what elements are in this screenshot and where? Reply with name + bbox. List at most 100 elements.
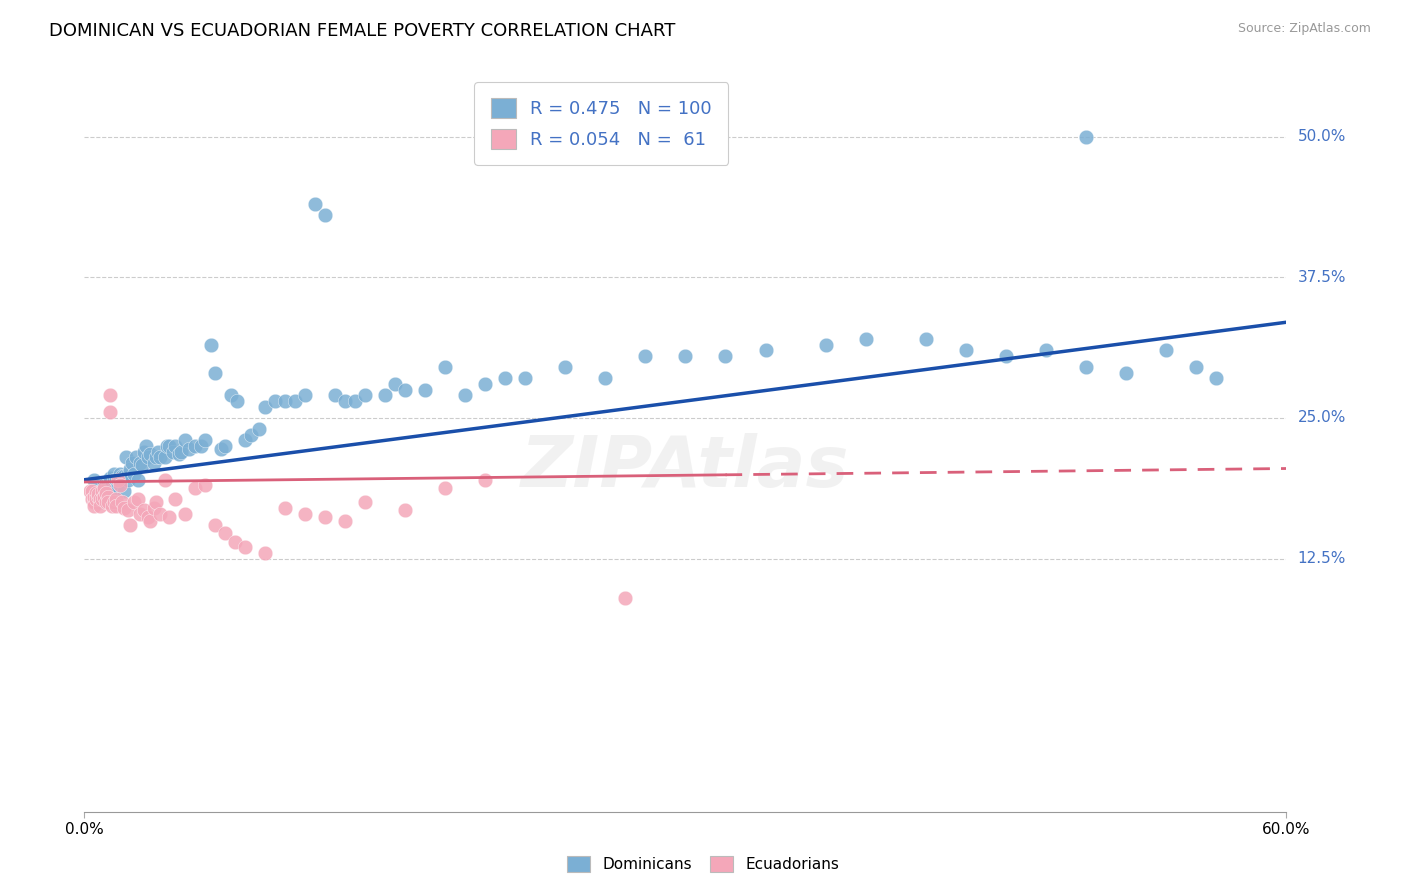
Point [634, 349, 657, 363]
Point [294, 507, 316, 521]
Point [995, 349, 1018, 363]
Point [474, 473, 496, 487]
Point [153, 450, 176, 465]
Point [89, 495, 111, 509]
Point [1076, 360, 1098, 375]
Point [143, 500, 166, 515]
Point [105, 473, 128, 487]
Point [194, 434, 217, 448]
Point [114, 483, 135, 498]
Point [224, 534, 246, 549]
Legend: R = 0.475   N = 100, R = 0.054   N =  61: R = 0.475 N = 100, R = 0.054 N = 61 [474, 82, 728, 165]
Text: 37.5%: 37.5% [1298, 269, 1346, 285]
Point [209, 442, 232, 457]
Point [595, 371, 617, 385]
Point [93, 478, 115, 492]
Point [1076, 129, 1098, 144]
Point [83, 495, 105, 509]
Point [343, 394, 366, 409]
Point [124, 495, 146, 509]
Point [474, 377, 496, 392]
Point [100, 405, 122, 419]
Point [97, 490, 120, 504]
Point [157, 509, 180, 524]
Point [100, 388, 122, 402]
Point [139, 515, 162, 529]
Point [384, 377, 406, 392]
Point [129, 456, 152, 470]
Point [169, 444, 191, 458]
Point [183, 439, 205, 453]
Point [190, 439, 212, 453]
Point [1115, 366, 1137, 380]
Point [105, 481, 128, 495]
Point [101, 478, 124, 492]
Legend: Dominicans, Ecuadorians: Dominicans, Ecuadorians [560, 848, 846, 880]
Point [87, 490, 110, 504]
Point [124, 467, 146, 482]
Point [675, 349, 697, 363]
Point [96, 486, 118, 500]
Point [233, 541, 256, 555]
Point [155, 439, 177, 453]
Point [163, 491, 186, 506]
Point [755, 343, 778, 358]
Point [173, 434, 195, 448]
Point [97, 481, 120, 495]
Point [105, 491, 128, 506]
Point [111, 469, 134, 483]
Point [134, 444, 156, 458]
Point [253, 400, 276, 414]
Point [323, 388, 346, 402]
Point [294, 388, 316, 402]
Point [135, 439, 157, 453]
Point [413, 383, 436, 397]
Text: DOMINICAN VS ECUADORIAN FEMALE POVERTY CORRELATION CHART: DOMINICAN VS ECUADORIAN FEMALE POVERTY C… [49, 22, 676, 40]
Point [554, 360, 576, 375]
Point [304, 197, 326, 211]
Point [284, 394, 307, 409]
Point [114, 500, 135, 515]
Point [91, 491, 114, 506]
Point [86, 486, 108, 500]
Point [314, 509, 336, 524]
Point [167, 447, 190, 461]
Point [91, 483, 114, 498]
Text: 12.5%: 12.5% [1298, 551, 1346, 566]
Point [225, 394, 247, 409]
Point [103, 473, 125, 487]
Point [115, 450, 138, 465]
Point [204, 517, 226, 532]
Point [89, 483, 111, 498]
Text: 25.0%: 25.0% [1298, 410, 1346, 425]
Point [143, 456, 166, 470]
Point [145, 495, 167, 509]
Point [87, 487, 110, 501]
Point [247, 422, 270, 436]
Point [101, 499, 124, 513]
Point [219, 388, 242, 402]
Point [148, 444, 170, 458]
Point [127, 473, 149, 487]
Point [96, 495, 118, 509]
Point [274, 394, 297, 409]
Point [87, 490, 110, 504]
Point [120, 461, 142, 475]
Point [149, 450, 172, 465]
Point [214, 525, 236, 540]
Point [162, 444, 184, 458]
Point [314, 208, 336, 222]
Point [89, 499, 111, 513]
Point [125, 450, 148, 465]
Point [96, 483, 118, 498]
Point [374, 388, 396, 402]
Point [394, 383, 416, 397]
Text: 50.0%: 50.0% [1298, 129, 1346, 144]
Point [394, 503, 416, 517]
Point [83, 490, 105, 504]
Point [89, 491, 111, 506]
Point [103, 467, 125, 482]
Point [1035, 343, 1057, 358]
Point [110, 467, 132, 482]
Point [105, 499, 128, 513]
